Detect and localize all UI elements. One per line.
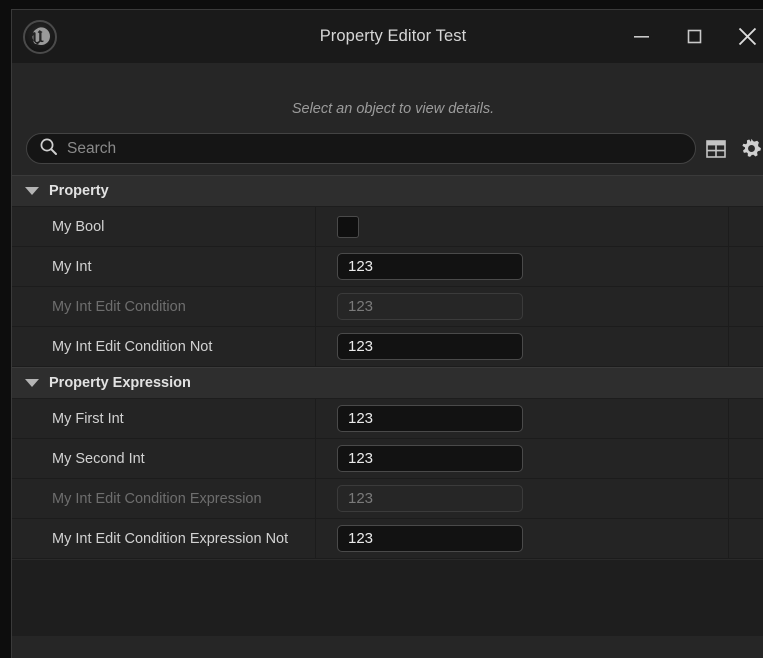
property-value-cell (316, 207, 729, 246)
property-row: My Int Edit Condition Expression Not (12, 519, 763, 559)
no-selection-hint: Select an object to view details. (291, 101, 495, 117)
property-name: My Second Int (12, 439, 316, 478)
property-extra-cell (729, 399, 763, 438)
property-row: My Second Int (12, 439, 763, 479)
tree-empty-area (12, 559, 763, 636)
property-value-cell (316, 439, 729, 478)
property-number-input (337, 293, 523, 320)
property-name: My Int Edit Condition Not (12, 327, 316, 366)
property-row: My Int Edit Condition Expression (12, 479, 763, 519)
category-label: Property Expression (49, 375, 191, 391)
property-row: My Bool (12, 207, 763, 247)
property-extra-cell (729, 247, 763, 286)
column-layout-button[interactable] (701, 134, 731, 164)
property-extra-cell (729, 479, 763, 518)
property-value-cell (316, 479, 729, 518)
property-value-cell (316, 519, 729, 558)
property-number-input[interactable] (337, 525, 523, 552)
chevron-down-icon[interactable] (25, 379, 39, 387)
maximize-button[interactable] (668, 10, 721, 63)
property-name: My Bool (12, 207, 316, 246)
search-row (12, 117, 763, 164)
minimize-button[interactable] (615, 10, 668, 63)
chevron-down-icon[interactable] (25, 187, 39, 195)
property-editor-window: Property Editor Test Select an object to… (11, 9, 763, 658)
property-extra-cell (729, 207, 763, 246)
window-controls (615, 10, 763, 63)
property-name: My Int Edit Condition (12, 287, 316, 326)
property-name: My First Int (12, 399, 316, 438)
search-input[interactable] (67, 139, 683, 158)
property-number-input[interactable] (337, 405, 523, 432)
property-number-input[interactable] (337, 253, 523, 280)
property-row: My Int (12, 247, 763, 287)
property-extra-cell (729, 439, 763, 478)
property-extra-cell (729, 327, 763, 366)
close-button[interactable] (721, 10, 763, 63)
category-label: Property (49, 183, 109, 199)
property-extra-cell (729, 287, 763, 326)
category-header[interactable]: Property (12, 175, 763, 207)
search-icon (39, 137, 58, 161)
property-number-input[interactable] (337, 333, 523, 360)
property-name: My Int Edit Condition Expression Not (12, 519, 316, 558)
property-name: My Int (12, 247, 316, 286)
category-header[interactable]: Property Expression (12, 367, 763, 399)
property-checkbox[interactable] (337, 215, 359, 238)
property-value-cell (316, 247, 729, 286)
property-value-cell (316, 327, 729, 366)
property-name: My Int Edit Condition Expression (12, 479, 316, 518)
unreal-engine-logo-icon (23, 19, 57, 54)
view-options-button[interactable] (736, 134, 763, 164)
property-row: My Int Edit Condition (12, 287, 763, 327)
property-extra-cell (729, 519, 763, 558)
property-row: My First Int (12, 399, 763, 439)
property-row: My Int Edit Condition Not (12, 327, 763, 367)
property-number-input (337, 485, 523, 512)
property-value-cell (316, 399, 729, 438)
property-number-input[interactable] (337, 445, 523, 472)
property-value-cell (316, 287, 729, 326)
title-bar: Property Editor Test (12, 10, 763, 63)
search-box[interactable] (26, 133, 696, 164)
